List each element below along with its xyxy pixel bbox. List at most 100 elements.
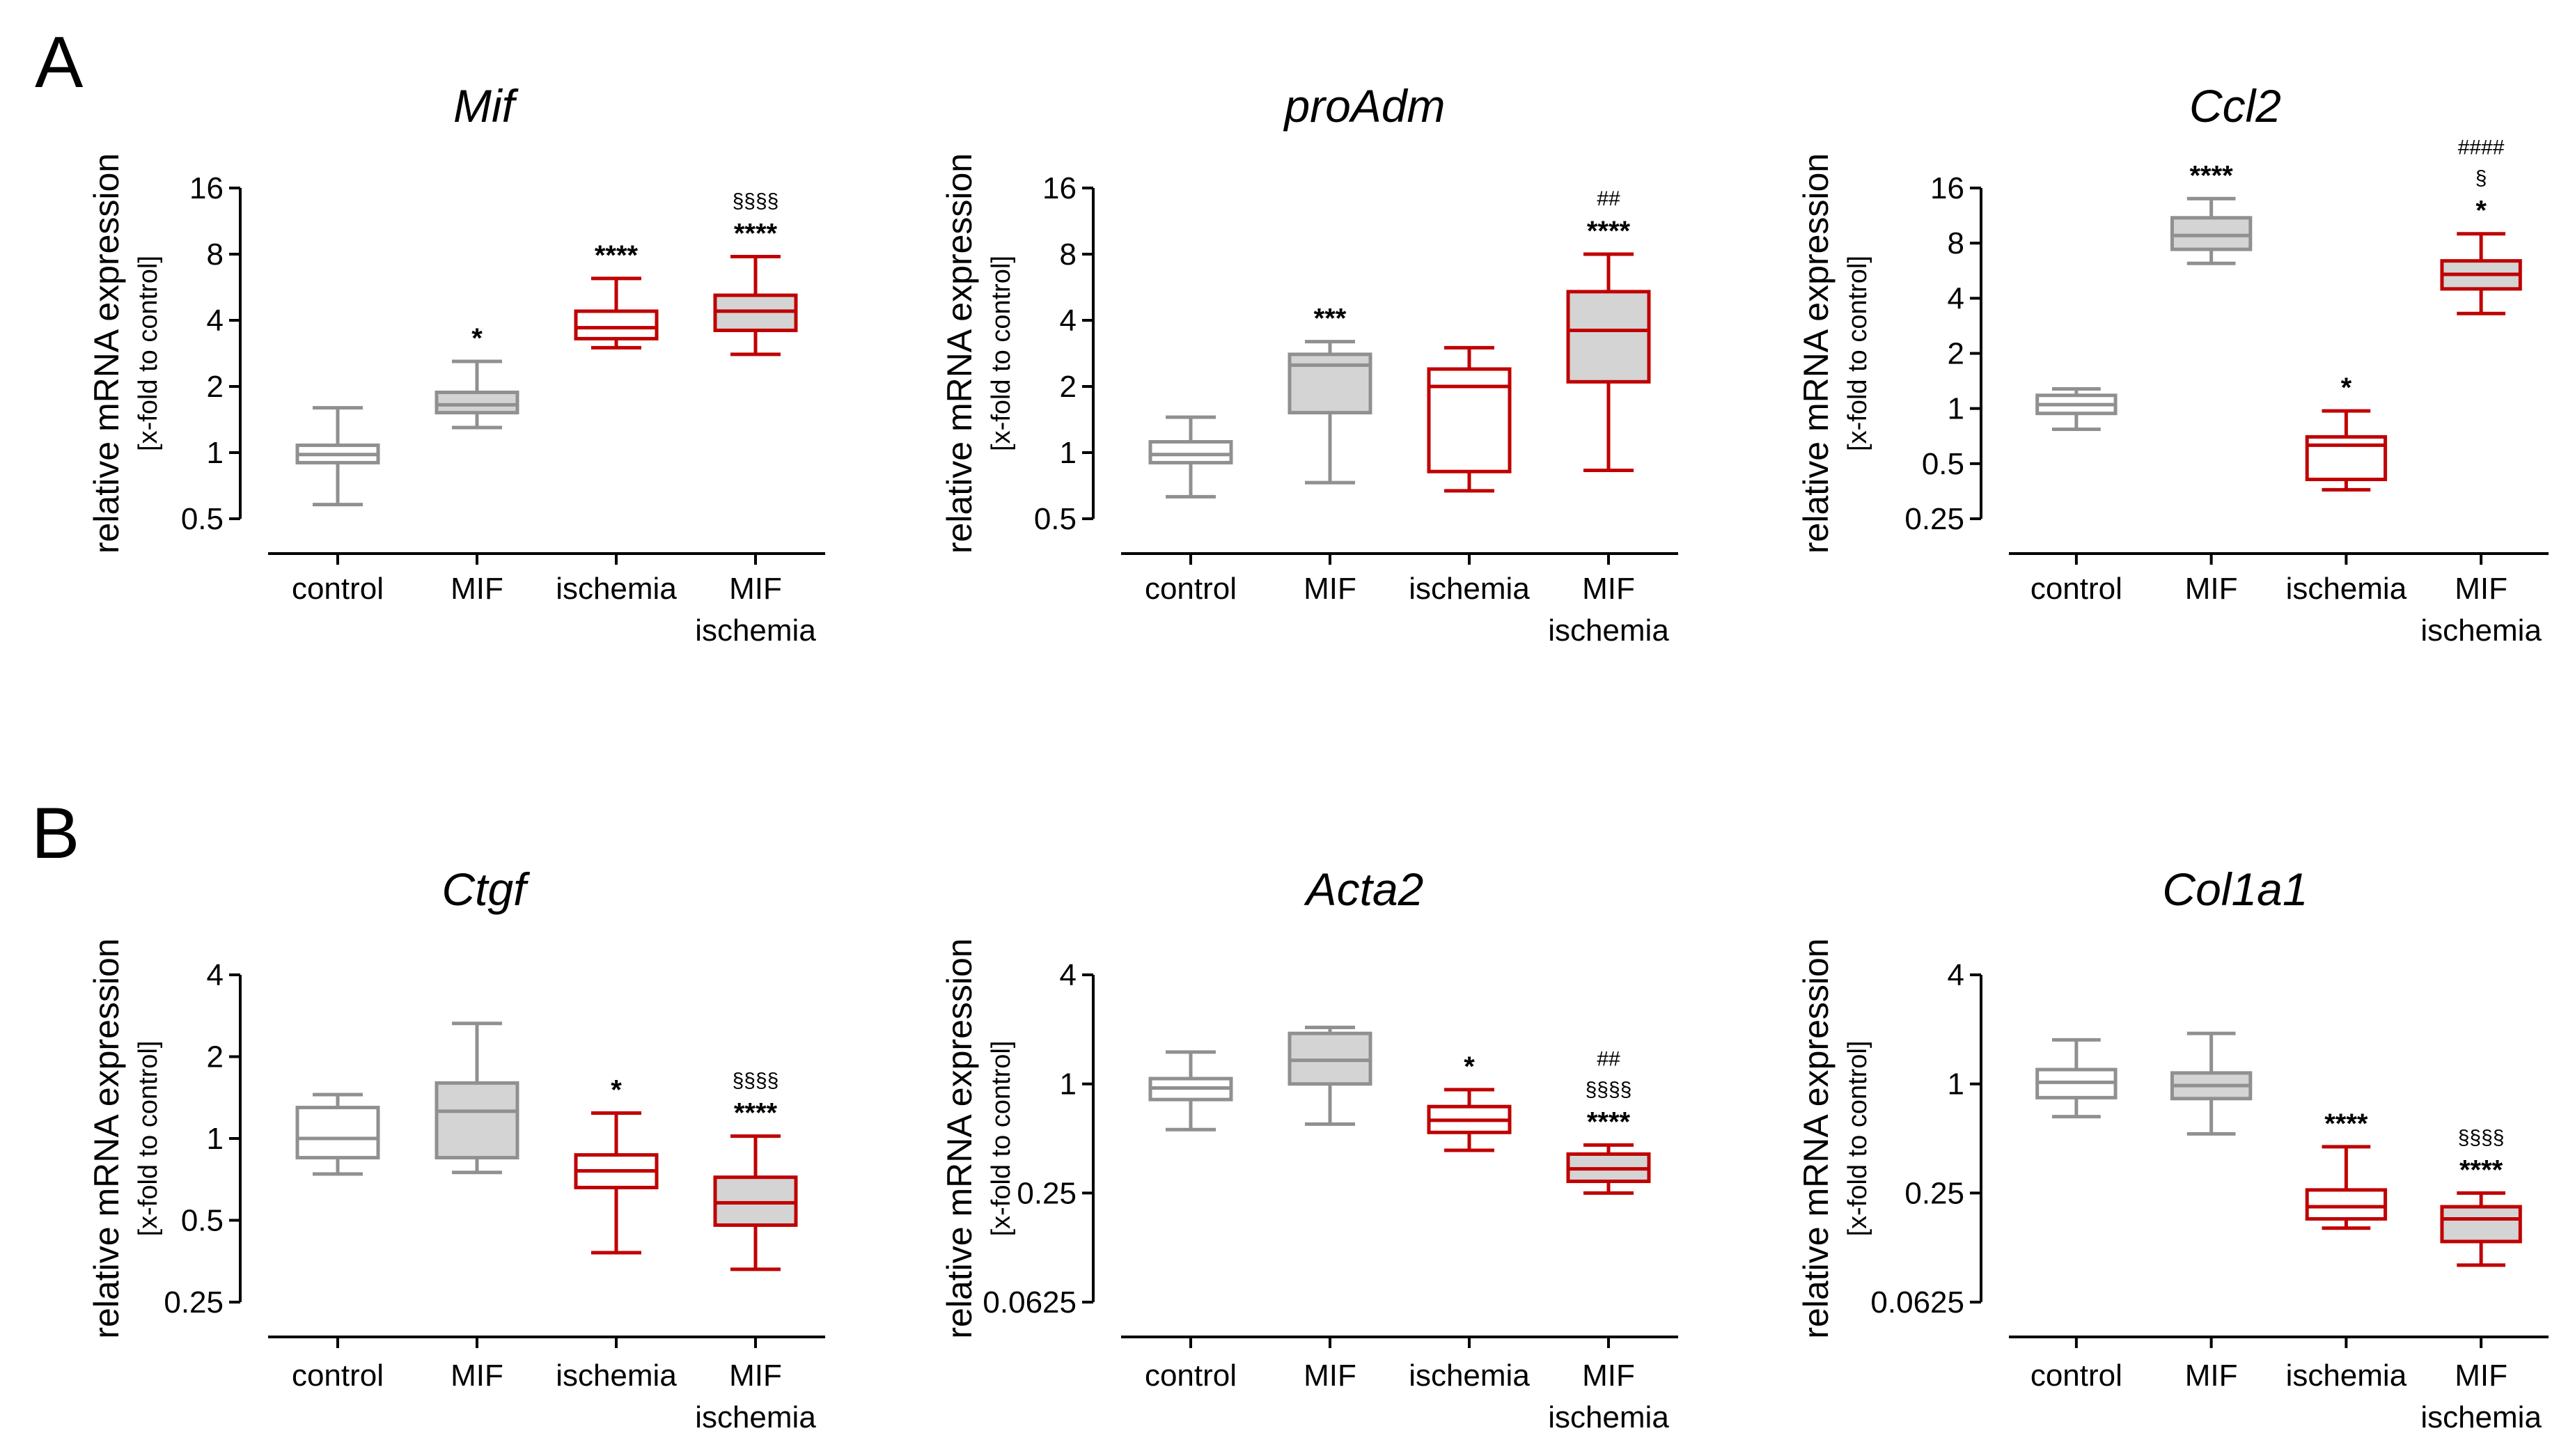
- y-tick-label: 2: [1948, 337, 1964, 371]
- box-control-1: [435, 390, 519, 415]
- x-category-label: ischemia: [2286, 572, 2407, 606]
- y-tick-label: 0.0625: [1870, 1285, 1964, 1320]
- y-tick-label: 0.25: [1904, 502, 1964, 536]
- x-category-label: ischemia: [2420, 613, 2542, 648]
- box-ischemia-2: [1427, 367, 1512, 473]
- x-category-label: ischemia: [556, 1359, 677, 1393]
- significance-mark: §§§§: [733, 1070, 779, 1093]
- y-tick-label: 1: [1948, 392, 1964, 426]
- significance-mark: §: [2475, 167, 2487, 190]
- significance-mark: ****: [2324, 1109, 2368, 1139]
- y-axis-label: relative mRNA expression: [1797, 153, 1836, 554]
- y-tick-label: 1: [1060, 1067, 1077, 1102]
- x-category-label: MIF: [729, 1359, 782, 1393]
- x-category-label: ischemia: [2420, 1400, 2542, 1434]
- y-tick-label: 2: [207, 370, 224, 404]
- y-axis-sublabel: [x-fold to control]: [134, 256, 163, 451]
- x-category-label: MIF: [1582, 572, 1635, 606]
- x-category-label: ischemia: [1409, 1359, 1530, 1393]
- x-category-label: ischemia: [1409, 572, 1530, 606]
- y-tick-label: 0.25: [164, 1285, 224, 1320]
- y-axis-label: relative mRNA expression: [1797, 938, 1836, 1338]
- y-axis-sublabel: [x-fold to control]: [1843, 256, 1872, 451]
- y-axis-sublabel: [x-fold to control]: [1843, 1041, 1872, 1237]
- box-ischemia-2: [2305, 1188, 2388, 1221]
- significance-mark: *: [611, 1075, 622, 1106]
- y-tick-label: 1: [1948, 1067, 1964, 1102]
- box-ischemia-3: [2440, 1205, 2522, 1244]
- y-axis-label: relative mRNA expression: [940, 153, 979, 554]
- y-tick-label: 8: [1948, 226, 1964, 260]
- box-control-1: [435, 1081, 519, 1160]
- x-category-label: MIF: [2185, 572, 2238, 606]
- significance-mark: ***: [1314, 304, 1347, 334]
- y-tick-label: 1: [207, 436, 224, 470]
- box-control-1: [2170, 216, 2253, 251]
- significance-mark: ****: [734, 1098, 778, 1129]
- significance-mark: ##: [1597, 1047, 1620, 1070]
- significance-mark: ##: [1597, 187, 1620, 210]
- box-control-1: [1288, 352, 1372, 415]
- y-tick-label: 4: [207, 304, 224, 338]
- x-category-label: MIF: [1304, 1359, 1356, 1393]
- significance-mark: *: [471, 323, 483, 354]
- y-tick-label: 2: [207, 1040, 224, 1074]
- x-category-label: MIF: [729, 572, 782, 606]
- x-category-label: MIF: [451, 572, 503, 606]
- y-tick-label: 0.25: [1017, 1176, 1077, 1210]
- x-category-label: control: [292, 1359, 384, 1393]
- y-tick-label: 0.5: [181, 1204, 224, 1238]
- x-category-label: MIF: [451, 1359, 503, 1393]
- significance-mark: ****: [2189, 160, 2233, 191]
- x-category-label: ischemia: [556, 572, 677, 606]
- y-tick-label: 0.25: [1904, 1176, 1964, 1210]
- y-tick-label: 4: [207, 958, 224, 992]
- y-tick-label: 4: [1060, 304, 1077, 338]
- x-category-label: control: [2030, 572, 2122, 606]
- significance-mark: ****: [734, 218, 778, 249]
- y-tick-label: 0.0625: [983, 1285, 1077, 1320]
- y-axis-label: relative mRNA expression: [87, 153, 126, 554]
- significance-mark: §§§§: [733, 189, 779, 212]
- box-control-0: [1148, 439, 1233, 464]
- significance-mark: *: [1464, 1051, 1475, 1082]
- y-tick-label: 0.5: [1034, 502, 1077, 536]
- y-axis-label: relative mRNA expression: [87, 938, 126, 1338]
- y-axis-sublabel: [x-fold to control]: [134, 1041, 163, 1237]
- x-category-label: control: [292, 572, 384, 606]
- x-category-label: control: [1145, 1359, 1237, 1393]
- significance-mark: ####: [2458, 136, 2505, 159]
- x-category-label: ischemia: [695, 1400, 816, 1434]
- y-tick-label: 16: [1042, 171, 1077, 205]
- box-ischemia-3: [1566, 290, 1651, 384]
- chart-title-ctgf: Ctgf: [441, 863, 531, 915]
- box-ischemia-2: [2305, 435, 2388, 481]
- chart-title-proadm: proAdm: [1283, 80, 1445, 132]
- y-tick-label: 16: [1930, 171, 1964, 205]
- y-tick-label: 2: [1060, 370, 1077, 404]
- panel-label-b: B: [31, 793, 79, 874]
- significance-mark: ****: [1587, 1106, 1631, 1137]
- chart-title-mif: Mif: [453, 80, 519, 132]
- chart-title-col1a1: Col1a1: [2162, 863, 2308, 915]
- significance-mark: *: [2341, 373, 2352, 403]
- x-category-label: MIF: [2185, 1359, 2238, 1393]
- y-axis-sublabel: [x-fold to control]: [987, 1041, 1016, 1237]
- significance-mark: ****: [595, 240, 639, 271]
- significance-mark: §§§§: [2458, 1126, 2505, 1149]
- x-category-label: MIF: [1582, 1359, 1635, 1393]
- x-category-label: MIF: [1304, 572, 1356, 606]
- chart-title-acta2: Acta2: [1304, 863, 1424, 915]
- y-tick-label: 4: [1948, 281, 1964, 315]
- significance-mark: *: [2475, 196, 2487, 226]
- y-tick-label: 1: [1060, 436, 1077, 470]
- x-category-label: control: [2030, 1359, 2122, 1393]
- chart-title-ccl2: Ccl2: [2189, 80, 2281, 132]
- panel-label-a: A: [35, 22, 84, 103]
- y-tick-label: 4: [1948, 958, 1964, 992]
- x-category-label: ischemia: [1548, 1400, 1669, 1434]
- y-tick-label: 4: [1060, 958, 1077, 992]
- x-category-label: MIF: [2455, 1359, 2507, 1393]
- significance-mark: ****: [2459, 1154, 2503, 1185]
